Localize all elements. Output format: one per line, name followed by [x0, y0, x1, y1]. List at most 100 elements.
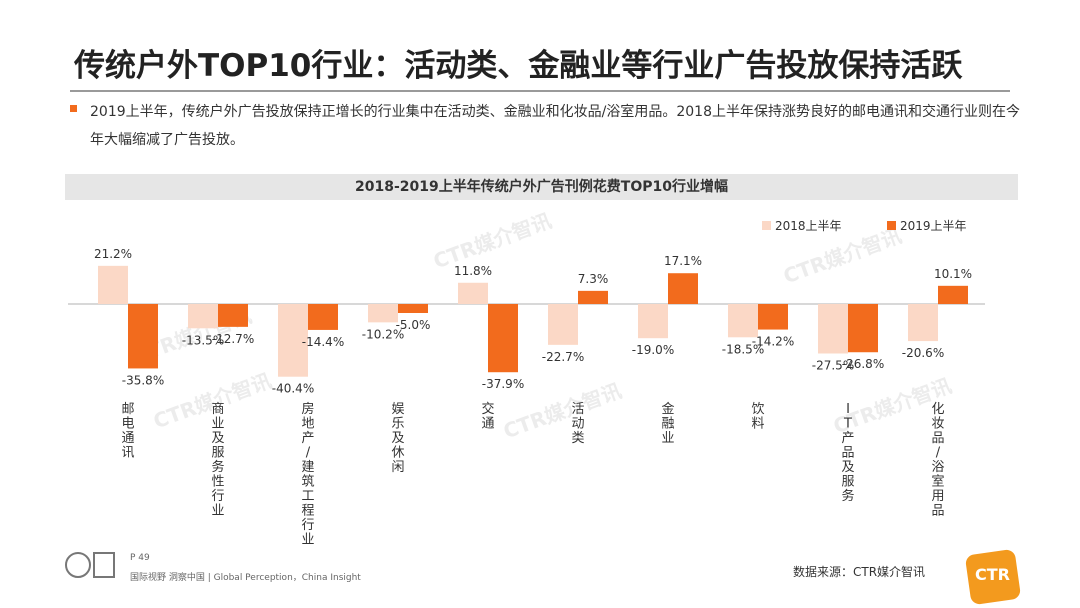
legend-label: 2018上半年 [775, 219, 842, 233]
legend-swatch [762, 221, 771, 230]
category-label-char: 料 [751, 417, 764, 432]
category-label-char: 金 [661, 401, 674, 417]
data-label: 17.1% [664, 254, 702, 268]
data-label: -10.2% [362, 327, 404, 341]
data-source: 数据来源：CTR媒介智讯 [793, 565, 926, 579]
bar-2018-9 [908, 304, 938, 342]
ctr-logo-text: CTR [975, 565, 1010, 584]
chart-title: 2018-2019上半年传统户外广告刊例花费TOP10行业增幅 [355, 179, 728, 195]
certification-badge-icon [65, 552, 91, 578]
bullet-marker [70, 105, 77, 112]
data-label: -20.6% [902, 346, 944, 360]
data-label: 11.8% [454, 264, 492, 278]
description-text: 2019上半年，传统户外广告投放保持正增长的行业集中在活动类、金融业和化妆品/浴… [90, 104, 1020, 148]
category-label-char: 商 [211, 402, 224, 417]
bar-2018-4 [458, 282, 488, 304]
chart-title-band [65, 174, 1018, 200]
category-label-char: 地 [301, 417, 314, 432]
category-label-char: 产 [301, 431, 314, 446]
data-label: -14.4% [302, 335, 344, 349]
title-underline [70, 90, 1010, 92]
bar-2019-2 [308, 304, 338, 330]
category-label-char: 服 [841, 475, 854, 490]
category-label-char: 及 [211, 431, 224, 446]
data-label: -22.7% [542, 350, 584, 364]
category-label-char: 工 [301, 489, 314, 504]
category-label-char: 建 [301, 460, 314, 475]
bar-2019-7 [758, 304, 788, 330]
category-label-char: 活 [571, 402, 584, 417]
category-label-char: / [936, 446, 941, 461]
category-label-char: 行 [211, 489, 224, 504]
category-label-char: 动 [571, 417, 584, 432]
data-label: 10.1% [934, 267, 972, 281]
category-label-char: 务 [841, 488, 854, 504]
category-label-char: 娱 [391, 402, 404, 417]
category-label-char: 品 [931, 504, 944, 519]
bar-2018-3 [368, 304, 398, 323]
category-label-char: 休 [391, 446, 404, 461]
category-label-char: 筑 [301, 474, 314, 490]
category-label-char: 性 [211, 475, 224, 490]
data-label: -14.2% [752, 335, 794, 349]
category-label-char: 行 [301, 518, 314, 533]
category-label-char: 融 [661, 417, 674, 432]
category-label-char: 用 [931, 489, 944, 504]
category-label-char: / [306, 446, 311, 461]
bar-2018-1 [188, 304, 218, 329]
category-label-char: 通 [121, 431, 134, 446]
bar-2018-7 [728, 304, 758, 338]
data-label: -12.7% [212, 332, 254, 346]
category-label-char: 品 [931, 431, 944, 446]
bar-2019-4 [488, 304, 518, 373]
data-label: -40.4% [272, 382, 314, 396]
bar-2019-0 [128, 304, 158, 369]
bar-2019-3 [398, 304, 428, 313]
data-label: 7.3% [578, 272, 609, 286]
category-label-char: 品 [841, 446, 854, 461]
data-label: -19.0% [632, 343, 674, 357]
category-label-char: 业 [211, 504, 224, 519]
category-label-char: 讯 [121, 446, 134, 461]
category-label-char: 电 [121, 417, 134, 432]
category-label-char: 及 [841, 460, 854, 475]
tagline: 国际视野 洞察中国 | Global Perception，China Insi… [130, 573, 361, 583]
bar-2018-5 [548, 304, 578, 345]
page-number: P 49 [130, 553, 150, 563]
bar-2019-6 [668, 273, 698, 304]
bar-2019-5 [578, 290, 608, 304]
category-label-char: 类 [571, 431, 584, 446]
data-label: -5.0% [396, 318, 431, 332]
bar-2018-0 [98, 265, 128, 304]
category-label-char: 及 [391, 431, 404, 446]
data-label: -35.8% [122, 373, 164, 387]
data-label: -13.5% [182, 333, 224, 347]
category-label-char: 室 [931, 474, 944, 490]
category-label-char: 通 [481, 417, 494, 432]
legend-label: 2019上半年 [900, 219, 967, 233]
data-label: -18.5% [722, 342, 764, 356]
page-title: 传统户外TOP10行业：活动类、金融业等行业广告投放保持活跃 [74, 48, 963, 84]
category-label-char: T [843, 417, 852, 432]
data-label: -37.9% [482, 377, 524, 391]
data-label: -26.8% [842, 357, 884, 371]
category-label-char: 化 [931, 402, 944, 417]
certification-badge-icon [93, 552, 115, 578]
category-label-char: 饮 [751, 402, 764, 417]
category-label-char: 乐 [391, 417, 404, 432]
category-label-char: I [846, 402, 850, 417]
bar-2019-8 [848, 304, 878, 353]
category-label-char: 交 [481, 401, 494, 417]
category-label-char: 产 [841, 431, 854, 446]
category-label-char: 邮 [121, 402, 134, 417]
bar-2019-9 [938, 285, 968, 304]
category-label-char: 务 [211, 459, 224, 475]
bar-2018-6 [638, 304, 668, 339]
category-label-char: 浴 [931, 460, 944, 475]
category-label-char: 业 [211, 417, 224, 432]
category-label-char: 业 [661, 431, 674, 446]
bar-2018-2 [278, 304, 308, 377]
category-label-char: 房 [301, 401, 314, 417]
category-label-char: 服 [211, 446, 224, 461]
